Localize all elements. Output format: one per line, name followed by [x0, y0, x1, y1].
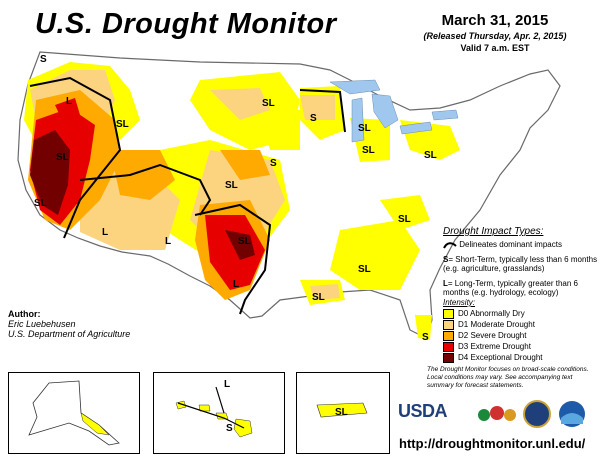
hawaii-inset: L S — [153, 372, 285, 454]
map-label: SL — [56, 152, 69, 163]
author-block: Author: Eric Luebehusen U.S. Department … — [8, 309, 130, 339]
long-term-desc: = Long-Term, typically greater than 6 mo… — [443, 279, 578, 297]
author-org: U.S. Department of Agriculture — [8, 329, 131, 339]
short-term-key: S — [443, 255, 449, 264]
impact-line-legend: Delineates dominant impacts — [443, 240, 562, 249]
map-label: L — [224, 379, 230, 390]
d4-swatch — [443, 353, 454, 363]
impact-lines — [29, 76, 346, 315]
d3-label: D3 Extreme Drought — [458, 342, 531, 352]
author-title: Author: — [8, 309, 41, 319]
valid-time: Valid 7 a.m. EST — [460, 43, 530, 53]
map-label: S — [226, 423, 233, 434]
legend-row-d3: D3 Extreme Drought — [443, 342, 531, 352]
doc-seal-icon — [523, 400, 551, 428]
usda-logo: USDA — [398, 401, 448, 421]
map-label: SL — [398, 214, 411, 225]
d4-areas — [30, 130, 255, 260]
map-label: SL — [34, 198, 47, 209]
website-link[interactable]: http://droughtmonitor.unl.edu/ — [399, 436, 586, 451]
map-label: SL — [225, 180, 238, 191]
short-term-desc: = Short-Term, typically less than 6 mont… — [443, 255, 598, 273]
legend-row-d4: D4 Exceptional Drought — [443, 353, 543, 363]
map-label: S — [310, 113, 317, 124]
hawaii-map: L S — [175, 379, 253, 438]
map-label: SL — [238, 236, 251, 247]
puerto-rico-inset: SL — [296, 372, 390, 454]
great-lakes — [329, 79, 459, 143]
d3-swatch — [443, 342, 454, 352]
d1-label: D1 Moderate Drought — [458, 320, 535, 330]
footnote: The Drought Monitor focuses on broad-sca… — [427, 366, 589, 389]
d0-swatch — [443, 309, 454, 319]
impact-line-icon — [443, 242, 457, 249]
long-term-legend: L= Long-Term, typically greater than 6 m… — [443, 279, 598, 297]
page-title: U.S. Drought Monitor — [35, 8, 337, 40]
legend-row-d2: D2 Severe Drought — [443, 331, 526, 341]
map-label: SL — [424, 150, 437, 161]
map-label: L — [66, 96, 72, 107]
ndmc-logo — [478, 406, 516, 421]
intensity-title: Intensity: — [443, 298, 476, 307]
map-label: SL — [358, 264, 371, 275]
noaa-logo-icon — [559, 401, 585, 427]
d2-swatch — [443, 331, 454, 341]
map-label: SL — [116, 119, 129, 130]
impact-labels: S L SL SL SL L L SL SL L S SL S SL SL SL… — [34, 54, 437, 343]
d1-swatch — [443, 320, 454, 330]
map-label: L — [165, 236, 171, 247]
long-term-key: L — [443, 279, 448, 288]
puerto-rico-map: SL — [316, 402, 368, 418]
impact-types-title: Drought Impact Types: — [443, 226, 544, 237]
d0-label: D0 Abnormally Dry — [458, 309, 525, 319]
map-label: SL — [362, 145, 375, 156]
map-label: SL — [358, 123, 371, 134]
d2-label: D2 Severe Drought — [458, 331, 527, 341]
legend-row-d0: D0 Abnormally Dry — [443, 309, 525, 319]
release-date: (Released Thursday, Apr. 2, 2015) — [423, 31, 567, 41]
alaska-inset — [8, 372, 140, 454]
map-label: L — [102, 227, 108, 238]
map-label: S — [422, 332, 429, 343]
map-label: SL — [262, 98, 275, 109]
impact-line-desc: Delineates dominant impacts — [459, 240, 562, 249]
map-label: L — [233, 279, 239, 290]
alaska-map — [28, 380, 120, 446]
map-label: SL — [312, 292, 325, 303]
map-label: S — [40, 54, 47, 65]
d4-label: D4 Exceptional Drought — [458, 353, 543, 363]
map-date: March 31, 2015 — [441, 12, 549, 29]
map-label: S — [270, 158, 277, 169]
short-term-legend: S= Short-Term, typically less than 6 mon… — [443, 255, 598, 273]
author-name: Eric Luebehusen — [8, 319, 76, 329]
map-label: SL — [335, 407, 348, 418]
legend-row-d1: D1 Moderate Drought — [443, 320, 535, 330]
